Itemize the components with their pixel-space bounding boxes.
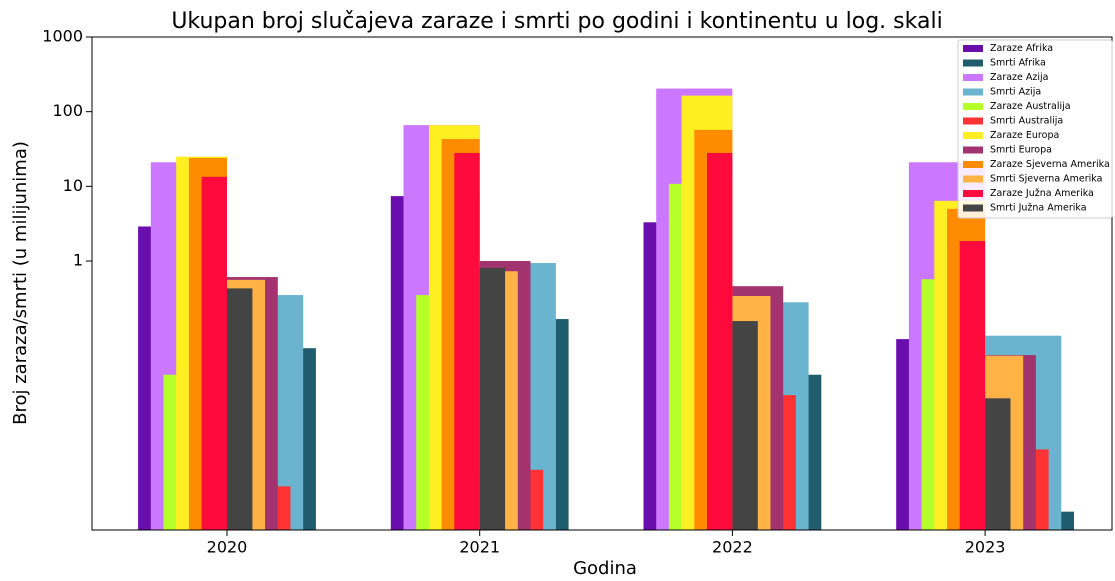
legend-swatch <box>963 146 983 154</box>
legend-label: Zaraze Europa <box>990 130 1059 141</box>
bar <box>201 176 227 530</box>
x-tick-label: 2023 <box>965 538 1006 557</box>
legend-swatch <box>963 74 983 81</box>
legend-label: Zaraze Azija <box>990 72 1049 83</box>
legend-swatch <box>963 204 983 212</box>
x-axis-label: Godina <box>573 558 637 579</box>
x-tick-label: 2022 <box>712 538 753 557</box>
legend-swatch <box>963 161 983 168</box>
legend-swatch <box>963 175 983 183</box>
legend-swatch <box>963 117 983 125</box>
legend-swatch <box>963 59 983 67</box>
y-tick-label: 1000 <box>42 27 83 46</box>
bar <box>732 321 758 530</box>
bar <box>227 288 253 530</box>
legend-label: Zaraze Sjeverna Amerika <box>990 159 1110 170</box>
legend-label: Zaraze Australija <box>990 101 1071 112</box>
legend-swatch <box>963 88 983 96</box>
legend-swatch <box>963 190 983 197</box>
y-tick-label: 1 <box>73 251 83 270</box>
bar <box>707 152 733 530</box>
y-tick-label: 10 <box>63 176 83 195</box>
legend-label: Smrti Europa <box>990 145 1052 156</box>
legend-swatch <box>963 45 983 52</box>
chart-title: Ukupan broj slučajeva zaraze i smrti po … <box>171 9 942 34</box>
legend-swatch <box>963 103 983 110</box>
bar <box>479 267 506 530</box>
legend-swatch <box>963 132 983 139</box>
y-axis-label: Broj zaraza/smrti (u milijunima) <box>10 141 31 425</box>
legend-label: Smrti Australija <box>990 116 1063 127</box>
legend-label: Smrti Azija <box>990 87 1041 98</box>
legend-label: Zaraze Afrika <box>990 43 1053 54</box>
bar <box>454 152 480 530</box>
legend-label: Zaraze Južna Amerika <box>990 188 1094 199</box>
bar <box>959 241 986 530</box>
x-tick-label: 2021 <box>459 538 500 557</box>
legend-box <box>957 39 1113 219</box>
bar <box>985 398 1011 530</box>
y-tick-label: 100 <box>52 101 83 120</box>
plot-frame <box>91 36 1113 531</box>
legend-label: Smrti Sjeverna Amerika <box>990 174 1102 185</box>
x-tick-label: 2020 <box>207 538 248 557</box>
legend-label: Smrti Južna Amerika <box>990 203 1087 214</box>
bars <box>138 88 1074 531</box>
legend-label: Smrti Afrika <box>990 58 1046 69</box>
legend: Zaraze Afrika Smrti Afrika Zaraze Azija Smr… <box>957 39 1113 219</box>
